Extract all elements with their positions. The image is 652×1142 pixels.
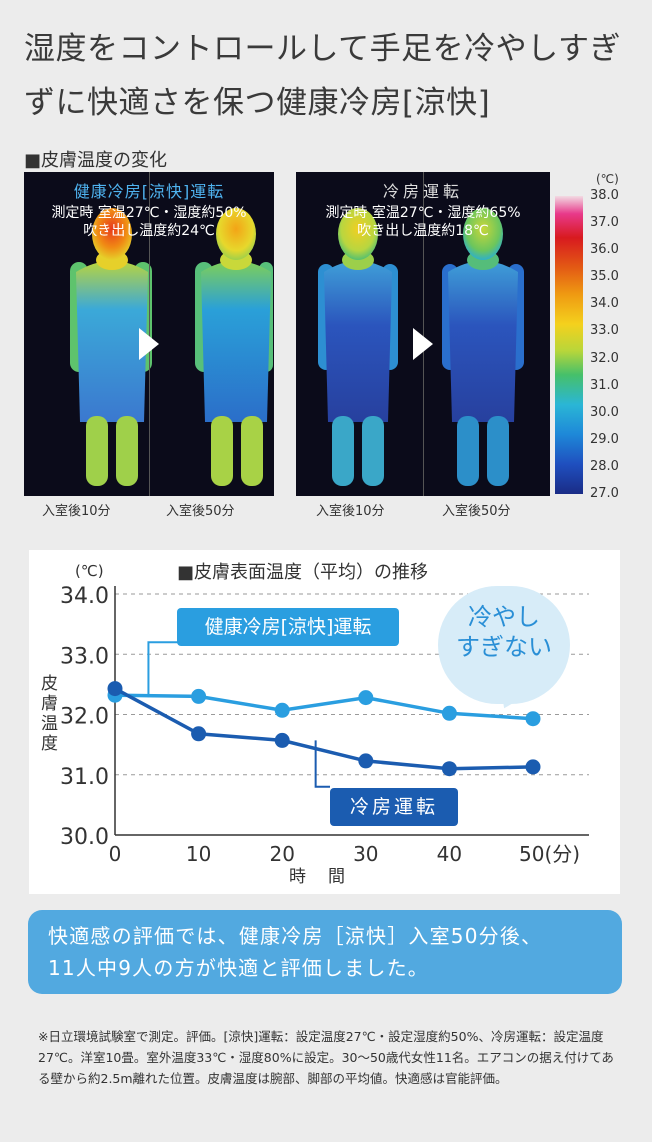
chart-data-point: [107, 681, 123, 697]
thermal-condition-line: 測定時 室温27℃・湿度約50%: [51, 205, 247, 221]
thermal-figures-ryokai: [70, 208, 273, 486]
arrow-right-icon: [139, 328, 159, 360]
thermal-panel-ryokai: 健康冷房[涼快]運転 測定時 室温27℃・湿度約50% 吹き出し温度約24℃: [24, 172, 274, 496]
chart-y-axis-label: 皮膚温度: [41, 674, 58, 754]
headline: 湿度をコントロールして手足を冷やしすぎずに快適さを保つ健康冷房[涼快]: [24, 31, 621, 121]
chart-x-tick-label: 10: [186, 842, 211, 866]
temperature-scale-tick: 30.0: [590, 404, 619, 420]
chart-y-tick-label: 32.0: [60, 705, 109, 730]
temperature-scale-tick: 28.0: [590, 458, 619, 474]
chart-data-point: [525, 759, 541, 775]
thermal-figures-cooling: [318, 208, 524, 486]
callout-text: 冷やし すぎない: [438, 602, 570, 662]
chart-y-tick-label: 34.0: [60, 584, 109, 609]
chart-data-point: [274, 702, 290, 718]
thermal-section-label: ■皮膚温度の変化: [24, 150, 168, 171]
temperature-scale-tick: 33.0: [590, 323, 619, 339]
temperature-scale-unit: (℃): [596, 172, 619, 186]
thermal-time-label: 入室後50分: [442, 504, 511, 519]
series-tag-ryokai: 健康冷房[涼快]運転: [177, 608, 399, 646]
series-leader-line: [147, 641, 179, 698]
thermal-time-label: 入室後10分: [42, 504, 111, 519]
temperature-color-scale: [555, 196, 583, 494]
chart-x-tick-label: 30: [353, 842, 378, 866]
chart-x-tick-label: 0: [109, 842, 122, 866]
temperature-scale-tick: 27.0: [590, 486, 619, 501]
series-leader-line: [314, 740, 330, 788]
chart-y-tick-label: 30.0: [60, 825, 109, 850]
chart-data-point: [441, 705, 457, 721]
chart-unit-label: (℃): [75, 562, 104, 580]
result-line: 快適感の評価では、健康冷房［涼快］入室50分後、: [48, 924, 543, 948]
temperature-scale-tick: 29.0: [590, 431, 619, 447]
chart-series-line: [114, 693, 534, 721]
chart-data-point: [274, 732, 290, 748]
thermal-mode-label: 健康冷房[涼快]運転: [73, 182, 225, 201]
thermal-condition-line: 吹き出し温度約18℃: [357, 223, 489, 239]
thermal-time-label: 入室後50分: [166, 504, 235, 519]
thermal-condition-line: 測定時 室温27℃・湿度約65%: [325, 205, 521, 221]
chart-y-tick-label: 31.0: [60, 765, 109, 790]
series-tag-cooling: 冷房運転: [330, 788, 458, 826]
temperature-scale-tick: 35.0: [590, 269, 619, 285]
callout-bubble: [438, 586, 570, 704]
temperature-scale-tick: 36.0: [590, 242, 619, 258]
thermal-panel-cooling: 冷房運転 測定時 室温27℃・湿度約65% 吹き出し温度約18℃: [296, 172, 550, 496]
chart-data-point: [358, 690, 374, 706]
thermal-mode-label: 冷房運転: [382, 182, 463, 201]
temperature-scale-tick: 34.0: [590, 296, 619, 312]
skin-temperature-chart: 34.0 33.0 32.0 31.0 30.0 0 10 20 30 40 50(分) ■皮膚表面…: [29, 550, 620, 894]
thermal-condition-line: 吹き出し温度約24℃: [83, 223, 215, 239]
thermal-conditions: 測定時 室温27℃・湿度約50% 吹き出し温度約24℃: [24, 204, 274, 240]
chart-data-point: [191, 726, 207, 742]
chart-y-tick-label: 33.0: [60, 644, 109, 669]
chart-title: ■皮膚表面温度（平均）の推移: [177, 562, 429, 583]
chart-x-tick-label: 20: [269, 842, 294, 866]
arrow-right-icon: [413, 328, 433, 360]
chart-data-point: [358, 753, 374, 769]
temperature-scale-tick: 38.0: [590, 188, 619, 203]
footnote: ※日立環境試験室で測定。評価。[涼快]運転：設定温度27℃・設定湿度約50%、冷…: [38, 1029, 614, 1086]
temperature-scale-tick: 37.0: [590, 215, 619, 231]
callout-line: 冷やし: [468, 603, 540, 631]
thermal-conditions: 測定時 室温27℃・湿度約65% 吹き出し温度約18℃: [296, 204, 550, 240]
temperature-scale-tick: 31.0: [590, 377, 619, 393]
chart-x-tick-label: 50(分): [519, 842, 580, 866]
chart-x-tick-label: 40: [437, 842, 462, 866]
result-line: 11人中9人の方が快適と評価しました。: [48, 956, 429, 980]
chart-data-point: [441, 761, 457, 777]
chart-x-axis-label: 時間: [289, 867, 367, 887]
callout-line: すぎない: [456, 633, 552, 661]
chart-data-point: [525, 711, 541, 727]
temperature-scale-tick: 32.0: [590, 350, 619, 366]
thermal-time-label: 入室後10分: [316, 504, 385, 519]
result-summary: 快適感の評価では、健康冷房［涼快］入室50分後、 11人中9人の方が快適と評価し…: [28, 910, 622, 994]
chart-data-point: [191, 688, 207, 704]
chart-series-line: [114, 687, 534, 771]
chart-plot: 34.0 33.0 32.0 31.0 30.00 10 20 30 40 50(分): [60, 584, 589, 866]
